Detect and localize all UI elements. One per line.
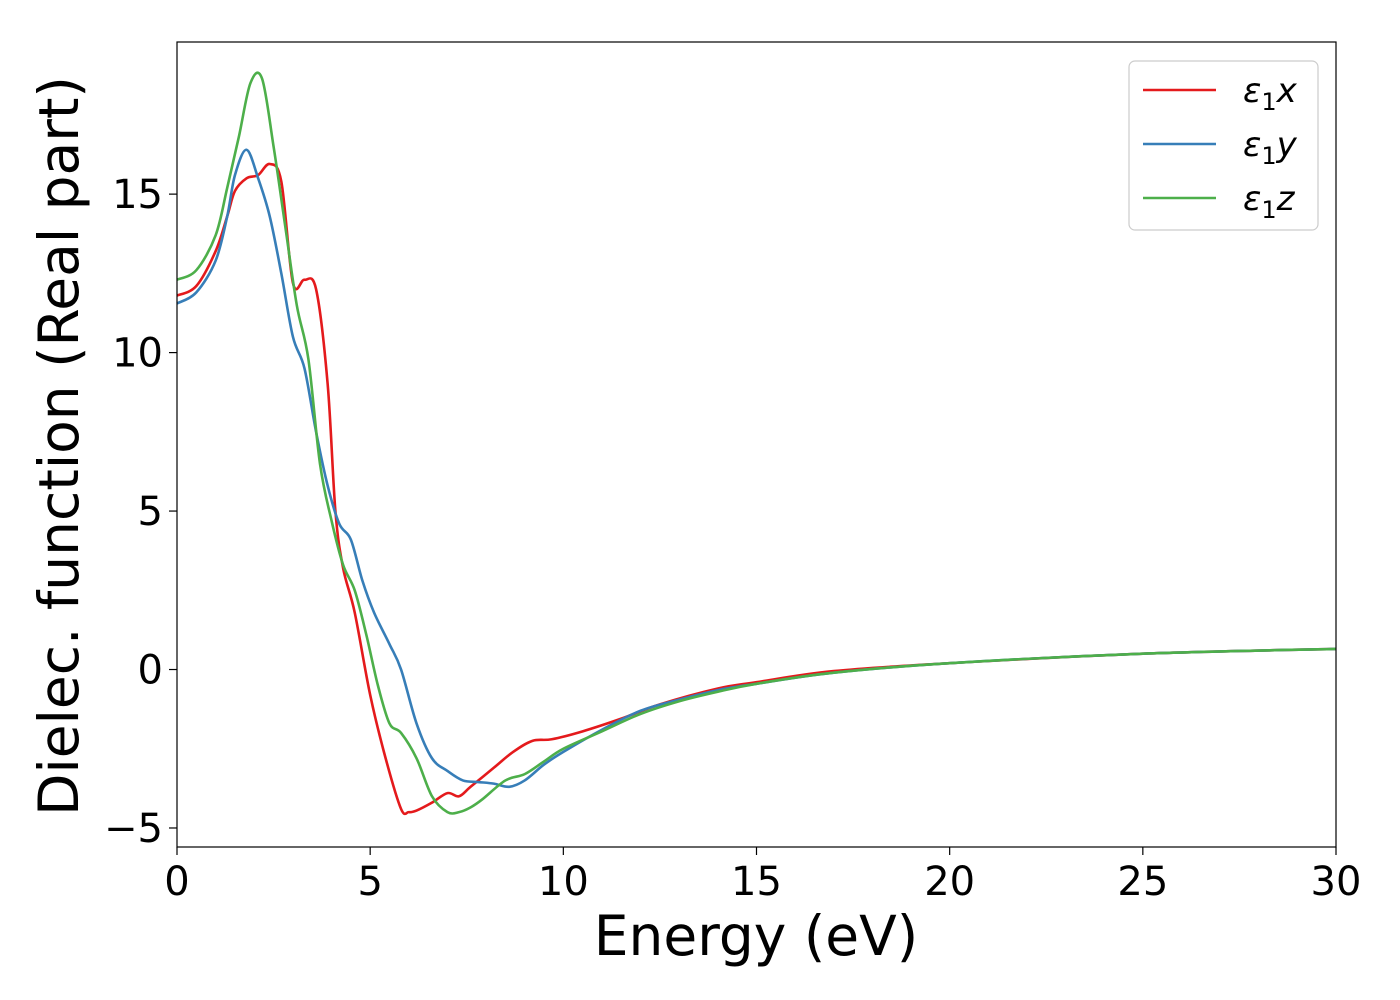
x-tick-label: 0 [164,859,189,905]
legend-label-x: ε1x [1243,71,1298,116]
x-tick-label: 10 [538,859,589,905]
x-tick-label: 20 [924,859,975,905]
x-axis-label: Energy (eV) [594,904,918,968]
x-tick-label: 5 [357,859,382,905]
legend-label-z: ε1z [1243,179,1296,224]
y-tick-label: 15 [112,172,163,218]
x-tick-label: 15 [731,859,782,905]
y-axis-ticks: −5 0 5 10 15 [104,172,177,852]
plot-lines [176,71,1337,816]
legend-box [1128,60,1319,231]
x-tick-label: 25 [1117,859,1168,905]
x-axis-ticks: 0 5 10 15 20 25 30 [164,847,1361,905]
legend-label-y: ε1y [1243,125,1298,170]
series-line-z [176,71,1337,815]
y-tick-label: −5 [104,806,163,852]
y-axis-label: Dielec. function (Real part) [27,76,91,816]
x-tick-label: 30 [1311,859,1362,905]
series-line-y [176,148,1337,789]
y-tick-label: 5 [138,489,163,535]
y-tick-label: 0 [138,648,163,694]
series-line-x [176,162,1337,816]
y-tick-label: 10 [112,331,163,377]
legend: ε1x ε1y ε1z [1128,60,1319,231]
